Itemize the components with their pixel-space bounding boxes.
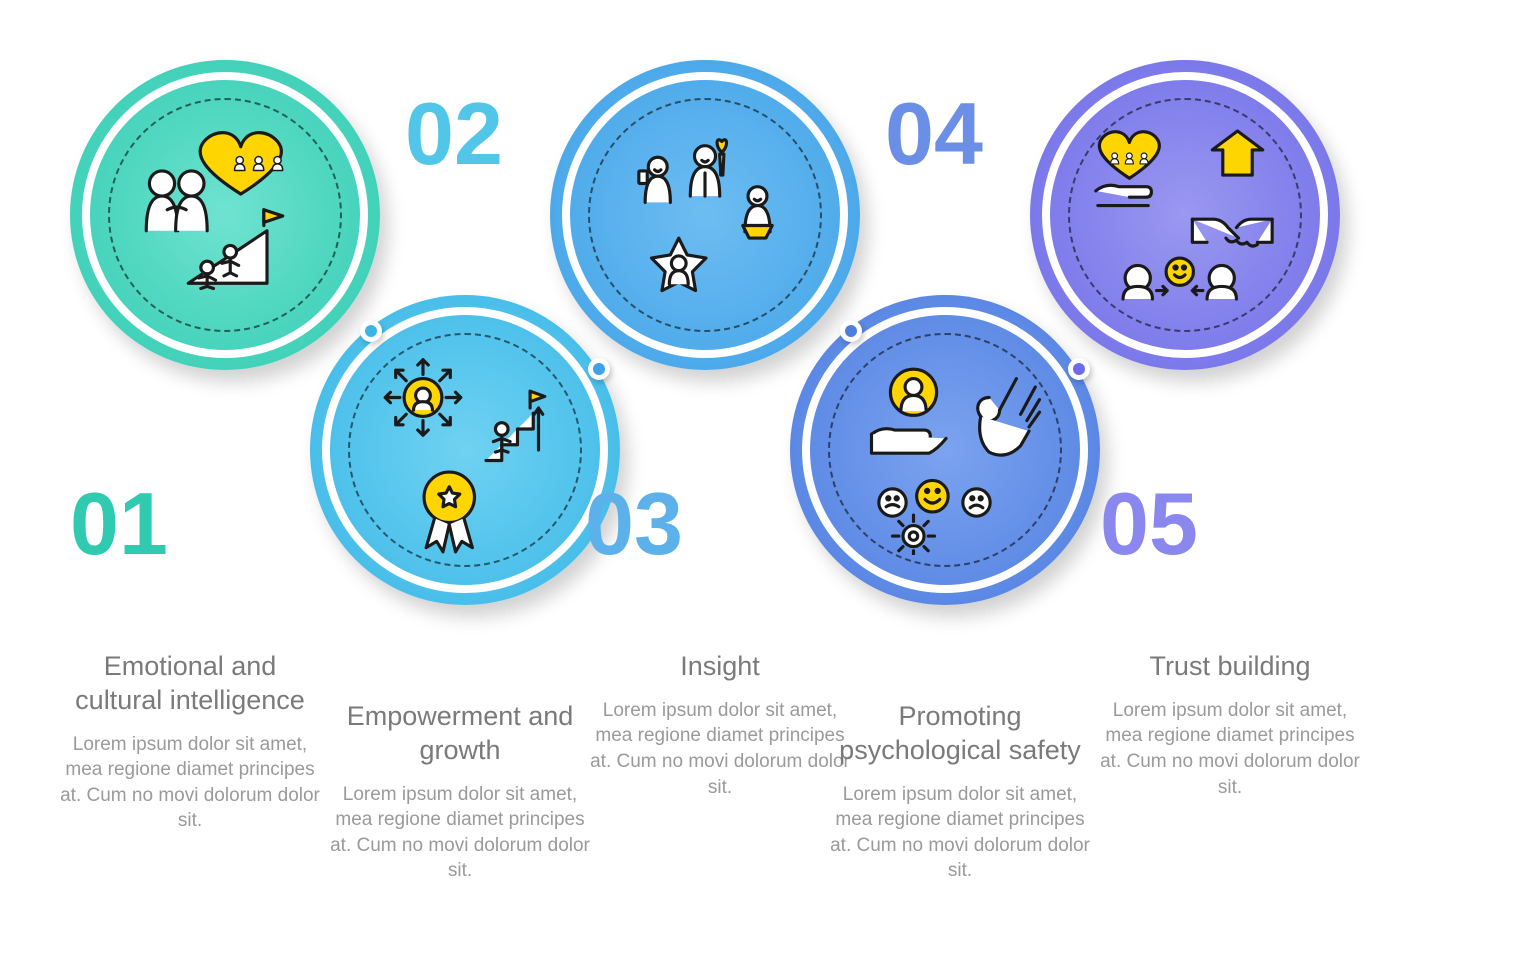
step-body: Lorem ipsum dolor sit amet, mea regione …: [830, 782, 1090, 885]
step-text-01: Emotional and cultural intelligence Lorem…: [60, 650, 320, 834]
step-circle-02: [310, 295, 620, 605]
step-text-02: Empowerment and growth Lorem ipsum dolor …: [330, 700, 590, 884]
step-number-02: 02: [405, 90, 503, 178]
step-icon-insight: [600, 110, 810, 320]
connector-dot: [360, 320, 382, 342]
step-title: Insight: [590, 650, 850, 684]
step-circle-03: [550, 60, 860, 370]
connector-dot: [588, 358, 610, 380]
step-text-05: Trust building Lorem ipsum dolor sit amet…: [1100, 650, 1360, 800]
step-text-04: Promoting psychological safety Lorem ipsu…: [830, 700, 1090, 884]
step-icon-safety: [840, 345, 1050, 555]
step-title: Promoting psychological safety: [830, 700, 1090, 768]
step-title: Empowerment and growth: [330, 700, 590, 768]
connector-dot: [1068, 358, 1090, 380]
step-body: Lorem ipsum dolor sit amet, mea regione …: [330, 782, 590, 885]
step-icon-trust: [1080, 110, 1290, 320]
step-circle-01: [70, 60, 380, 370]
step-body: Lorem ipsum dolor sit amet, mea regione …: [590, 698, 850, 801]
step-number-03: 03: [585, 480, 683, 568]
step-circle-04: [790, 295, 1100, 605]
step-number-01: 01: [70, 480, 168, 568]
step-body: Lorem ipsum dolor sit amet, mea regione …: [1100, 698, 1360, 801]
step-number-04: 04: [885, 90, 983, 178]
step-title: Emotional and cultural intelligence: [60, 650, 320, 718]
step-number-05: 05: [1100, 480, 1198, 568]
step-text-03: Insight Lorem ipsum dolor sit amet, mea r…: [590, 650, 850, 800]
connector-dot: [840, 320, 862, 342]
step-icon-growth: [360, 345, 570, 555]
step-title: Trust building: [1100, 650, 1360, 684]
step-circle-05: [1030, 60, 1340, 370]
step-body: Lorem ipsum dolor sit amet, mea regione …: [60, 732, 320, 835]
step-icon-emotional: [120, 110, 330, 320]
